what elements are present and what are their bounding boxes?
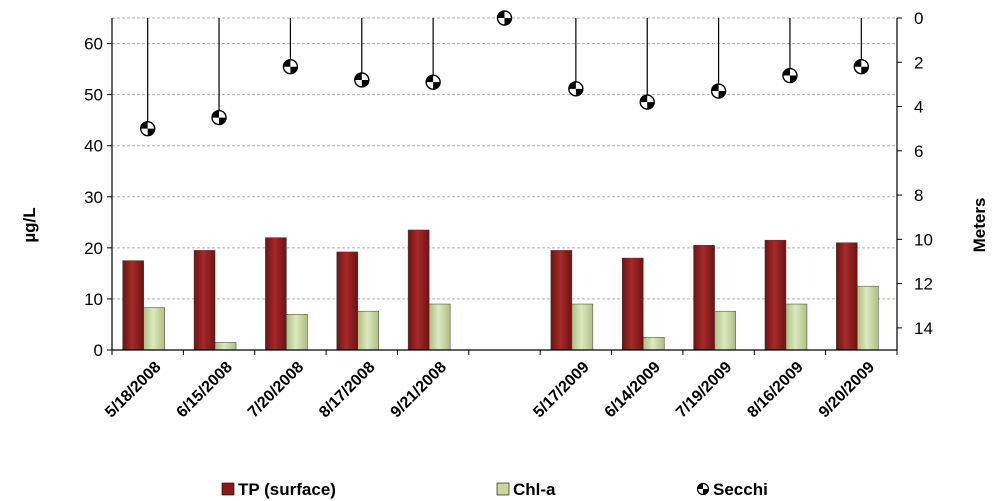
secchi-disk-quadrant	[789, 75, 797, 83]
secchi-disk-quadrant	[219, 117, 227, 125]
legend-label-secchi: Secchi	[713, 480, 768, 499]
bar-chla	[785, 303, 808, 351]
secchi-disk-quadrant	[361, 79, 369, 87]
secchi-disk-quadrant	[212, 110, 220, 118]
secchi-disk-quadrant	[640, 95, 648, 103]
secchi-marker	[496, 10, 513, 26]
secchi-marker	[639, 94, 655, 110]
x-tick-label: 9/20/2009	[816, 359, 878, 421]
secchi-disk-quadrant	[504, 18, 512, 25]
x-tick-label: 6/15/2008	[174, 359, 236, 421]
bar-tp	[265, 237, 287, 351]
bar-tp	[836, 242, 858, 351]
bar-tp	[550, 250, 573, 351]
x-axis-ticks: 5/18/2008 6/15/2008 7/20/2008 8/17/2008 9/21…	[102, 359, 878, 421]
y2-tick-label: 8	[914, 186, 923, 205]
bar-chla	[357, 310, 380, 351]
bar-tp	[764, 239, 787, 351]
secchi-marker	[710, 83, 727, 99]
legend-item-chla: Chl-a	[496, 480, 556, 499]
legend: TP (surface) Chl-a Secchi	[221, 480, 768, 499]
y2-tick-label: 6	[914, 142, 923, 161]
y2-tick-label: 14	[914, 319, 933, 338]
bar-tp	[693, 245, 715, 351]
x-tick-label: 9/21/2008	[388, 359, 450, 421]
legend-swatch-tp	[221, 482, 235, 496]
secchi-disk-quadrant	[290, 66, 298, 74]
bar-chla	[714, 310, 736, 351]
bar-chla	[428, 303, 451, 351]
bar-chla	[571, 303, 594, 351]
left-axis-ticks: 0 10 20 30 40 50 60	[84, 35, 112, 360]
secchi-disk-quadrant	[426, 75, 434, 83]
secchi-marker	[782, 67, 798, 84]
bar-chla	[286, 313, 308, 351]
secchi-disk-quadrant	[647, 102, 655, 110]
y2-tick-label: 4	[914, 98, 923, 117]
secchi-disk-quadrant	[140, 121, 148, 129]
bar-tp	[407, 229, 430, 351]
y-tick-label: 30	[84, 188, 103, 207]
x-tick-label: 7/19/2009	[673, 359, 735, 421]
secchi-disk-quadrant	[354, 72, 362, 80]
right-axis-ticks: 0 2 4 6 8 10 12 14	[897, 9, 933, 338]
secchi-marker	[568, 81, 584, 97]
y-tick-label: 50	[84, 86, 103, 105]
secchi-marker	[853, 58, 870, 75]
bars	[122, 229, 879, 351]
y-tick-label: 10	[84, 290, 103, 309]
axes	[111, 18, 898, 355]
secchi-marker	[425, 74, 441, 90]
y2-tick-label: 10	[914, 230, 933, 249]
legend-item-tp: TP (surface)	[221, 480, 336, 499]
secchi-series	[139, 10, 870, 137]
secchi-disk-quadrant	[575, 88, 583, 96]
bar-tp	[621, 257, 644, 351]
y2-tick-label: 12	[914, 275, 933, 294]
secchi-disk-quadrant	[711, 84, 719, 92]
secchi-disk-quadrant	[433, 82, 441, 90]
y-tick-label: 0	[94, 341, 103, 360]
bar-chla	[857, 285, 879, 351]
legend-item-secchi: Secchi	[696, 480, 768, 499]
bar-tp	[336, 251, 359, 351]
y-tick-label: 60	[84, 35, 103, 54]
secchi-disk-quadrant	[147, 128, 155, 136]
secchi-marker	[282, 58, 299, 75]
legend-swatch-chla	[496, 482, 510, 496]
secchi-disk-quadrant	[568, 81, 576, 89]
legend-label-tp: TP (surface)	[238, 480, 336, 499]
legend-marker-secchi	[696, 482, 710, 496]
secchi-disk-quadrant	[782, 68, 790, 76]
y2-tick-label: 2	[914, 53, 923, 72]
x-tick-label: 5/17/2009	[530, 359, 592, 421]
x-tick-label: 8/17/2008	[316, 359, 378, 421]
secchi-disk-quadrant	[854, 59, 862, 67]
bar-chla	[143, 307, 165, 351]
bar-tp	[122, 260, 144, 351]
secchi-disk-quadrant	[861, 66, 869, 74]
x-tick-label: 7/20/2008	[245, 359, 307, 421]
bar-chla	[642, 336, 665, 351]
x-tick-label: 6/14/2009	[602, 359, 664, 421]
secchi-disk-quadrant	[718, 91, 726, 99]
x-tick-label: 5/18/2008	[102, 359, 164, 421]
secchi-disk-quadrant	[283, 59, 291, 67]
y-tick-label: 40	[84, 137, 103, 156]
y-tick-label: 20	[84, 239, 103, 258]
y-axis-title: µg/L	[20, 207, 39, 242]
bar-tp	[193, 250, 216, 351]
secchi-marker	[211, 109, 227, 126]
secchi-disk-quadrant	[497, 11, 505, 18]
secchi-marker	[139, 120, 156, 137]
bar-chla	[214, 342, 237, 351]
y2-axis-title: Meters	[970, 198, 989, 253]
legend-label-chla: Chl-a	[513, 480, 556, 499]
secchi-marker	[354, 72, 370, 88]
y2-tick-label: 0	[914, 9, 923, 28]
x-tick-label: 8/16/2009	[744, 359, 806, 421]
